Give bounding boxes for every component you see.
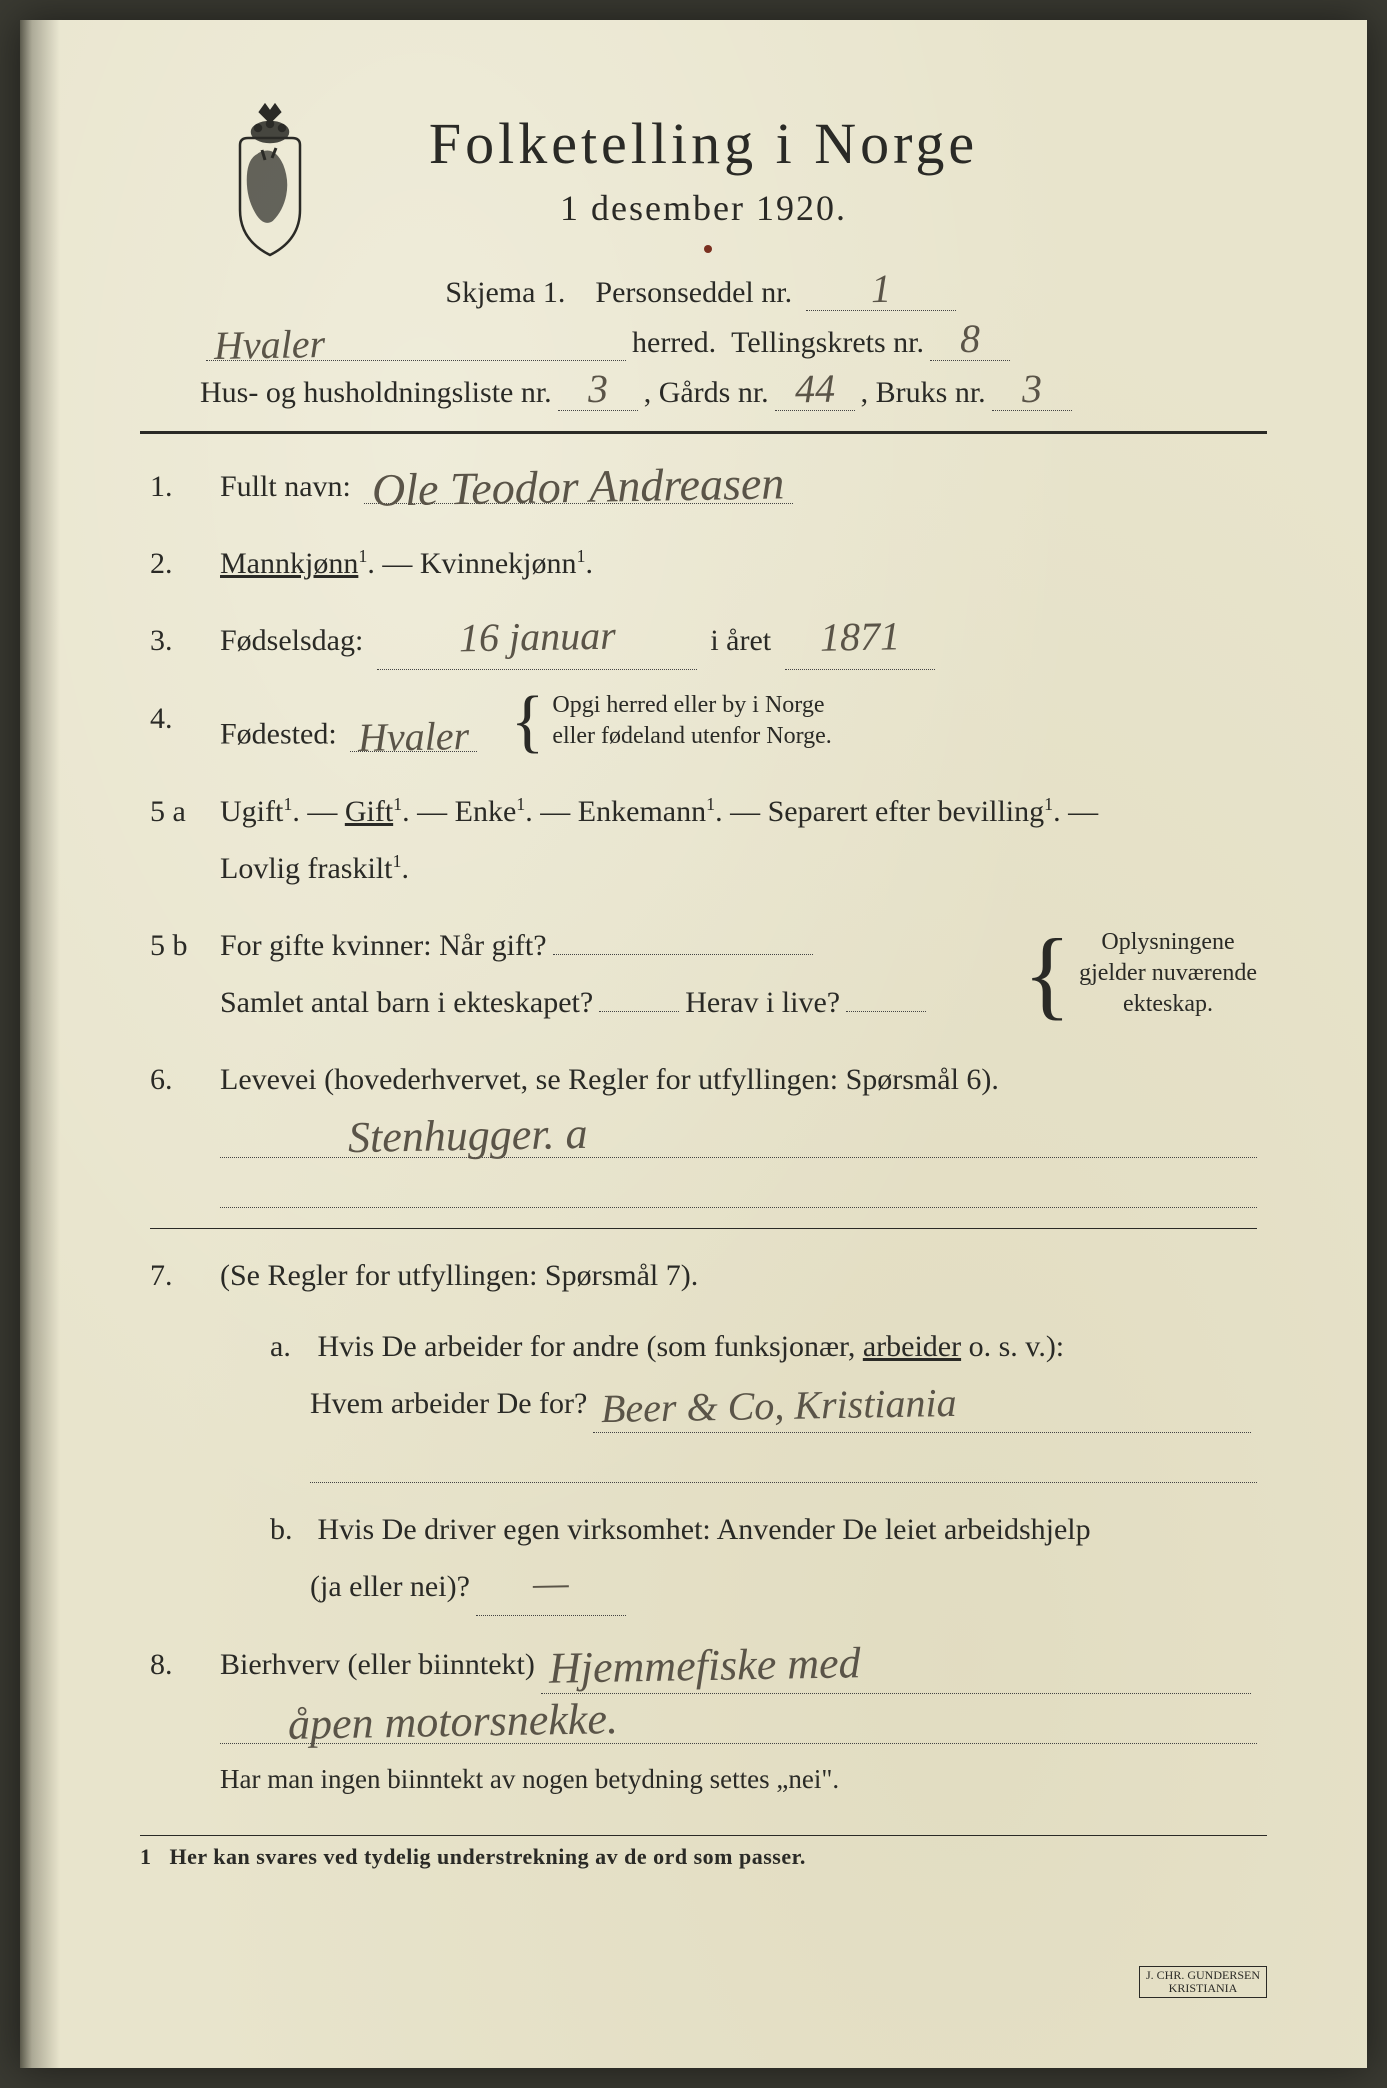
q4: 4. Fødested: Hvaler { Opgi herred eller …	[150, 690, 1257, 763]
q7: 7. (Se Regler for utfyllingen: Spørsmål …	[150, 1247, 1257, 1616]
q8: 8. Bierhverv (eller biinntekt) Hjemmefis…	[150, 1636, 1257, 1805]
q7b-line1: Hvis De driver egen virksomhet: Anvender…	[318, 1513, 1091, 1546]
q5a: 5 a Ugift1. — Gift1. — Enke1. — Enkemann…	[150, 783, 1257, 897]
q3-year: 1871	[811, 616, 908, 658]
schema-label: Skjema 1.	[445, 276, 565, 309]
bruks-label: , Bruks nr.	[861, 376, 986, 410]
q7-label: (Se Regler for utfyllingen: Spørsmål 7).	[220, 1247, 1257, 1304]
q5a-gift: Gift	[345, 795, 393, 828]
meta-block: Skjema 1. Personseddel nr. 1 Hvaler herr…	[200, 269, 1207, 411]
herred-label: herred.	[632, 326, 716, 360]
q5a-enkemann: Enkemann	[578, 795, 706, 828]
q6: 6. Levevei (hovederhvervet, se Regler fo…	[150, 1051, 1257, 1208]
q8-value-l2: åpen motorsnekke.	[280, 1697, 627, 1747]
q5a-enke: Enke	[455, 795, 517, 828]
q2: 2. Mannkjønn1. — Kvinnekjønn1.	[150, 535, 1257, 592]
q5b-label2: Samlet antal barn i ekteskapet?	[220, 974, 593, 1031]
footnote: 1 Her kan svares ved tydelig understrekn…	[140, 1835, 1267, 1870]
q7a-letter: a.	[270, 1318, 310, 1375]
divider	[150, 1228, 1257, 1229]
herred-line: Hvaler herred. Tellingskrets nr. 8	[200, 319, 1207, 361]
header: Folketelling i Norge 1 desember 1920.	[140, 110, 1267, 229]
q5a-num: 5 a	[150, 783, 220, 897]
questions: 1. Fullt navn: Ole Teodor Andreasen 2. M…	[140, 458, 1267, 1805]
q5a-ugift: Ugift	[220, 795, 283, 828]
q7b: b. Hvis De driver egen virksomhet: Anven…	[220, 1501, 1257, 1616]
q3: 3. Fødselsdag: 16 januar i året 1871	[150, 612, 1257, 670]
q3-day: 16 januar	[450, 615, 623, 658]
footnote-marker: 1	[140, 1844, 152, 1869]
q7b-value: —	[525, 1562, 577, 1603]
q8-value-l1: Hjemmefiske med	[541, 1641, 869, 1691]
q1-value: Ole Teodor Andreasen	[364, 460, 793, 513]
q1-label: Fullt navn:	[220, 470, 351, 503]
q8-num: 8.	[150, 1636, 220, 1805]
q3-year-label: i året	[710, 624, 771, 657]
personseddel-nr: 1	[862, 269, 899, 310]
coat-of-arms-icon	[210, 100, 330, 260]
q7a-line2: Hvem arbeider De for?	[310, 1375, 587, 1432]
q8-note: Har man ingen biinntekt av nogen betydni…	[220, 1754, 1257, 1805]
husliste-label: Hus- og husholdningsliste nr.	[200, 376, 552, 410]
q7b-letter: b.	[270, 1501, 310, 1558]
q5a-fraskilt: Lovlig fraskilt	[220, 852, 392, 885]
gards-label: , Gårds nr.	[644, 376, 769, 410]
q6-value: Stenhugger. a	[340, 1111, 596, 1159]
q7a-value: Beer & Co, Kristiania	[593, 1382, 965, 1428]
q2-num: 2.	[150, 535, 220, 592]
divider	[140, 431, 1267, 434]
bruks-nr: 3	[1013, 369, 1050, 410]
q5b-label3: Herav i live?	[685, 974, 840, 1031]
personseddel-label: Personseddel nr.	[595, 276, 792, 309]
q1-num: 1.	[150, 458, 220, 515]
q7b-line2: (ja eller nei)?	[310, 1558, 470, 1615]
q5b-num: 5 b	[150, 917, 220, 1031]
q4-num: 4.	[150, 690, 220, 763]
q5b: 5 b For gifte kvinner: Når gift? Samlet …	[150, 917, 1257, 1031]
q4-note: { Opgi herred eller by i Norge eller fød…	[511, 690, 832, 752]
q5b-label1: For gifte kvinner: Når gift?	[220, 917, 547, 974]
q7a: a. Hvis De arbeider for andre (som funks…	[220, 1318, 1257, 1483]
q3-num: 3.	[150, 612, 220, 670]
q2-mann: Mannkjønn	[220, 547, 358, 580]
q1: 1. Fullt navn: Ole Teodor Andreasen	[150, 458, 1257, 515]
q2-kvinne: Kvinnekjønn	[420, 547, 577, 580]
printer-mark: J. CHR. GUNDERSEN KRISTIANIA	[1139, 1966, 1267, 1998]
gards-nr: 44	[786, 369, 843, 410]
footnote-text: Her kan svares ved tydelig understreknin…	[170, 1844, 806, 1869]
numbers-line: Hus- og husholdningsliste nr. 3 , Gårds …	[200, 369, 1207, 411]
q5a-separert: Separert efter bevilling	[768, 795, 1045, 828]
q7-num: 7.	[150, 1247, 220, 1616]
q8-label: Bierhverv (eller biinntekt)	[220, 1636, 535, 1693]
q3-label: Fødselsdag:	[220, 624, 363, 657]
q6-label: Levevei (hovederhvervet, se Regler for u…	[220, 1051, 1257, 1108]
herred-value: Hvaler	[206, 324, 334, 366]
stain-dot	[704, 245, 712, 253]
q4-value: Hvaler	[350, 716, 478, 758]
tellingskrets-label: Tellingskrets nr.	[731, 326, 924, 360]
husliste-nr: 3	[579, 369, 616, 410]
q6-num: 6.	[150, 1051, 220, 1208]
census-form-page: Folketelling i Norge 1 desember 1920. Sk…	[20, 20, 1367, 2068]
q5b-note: { Oplysningene gjelder nuværende ekteska…	[1023, 927, 1257, 1021]
tellingskrets-nr: 8	[952, 319, 989, 360]
schema-line: Skjema 1. Personseddel nr. 1	[200, 269, 1207, 311]
q4-label: Fødested:	[220, 718, 337, 751]
